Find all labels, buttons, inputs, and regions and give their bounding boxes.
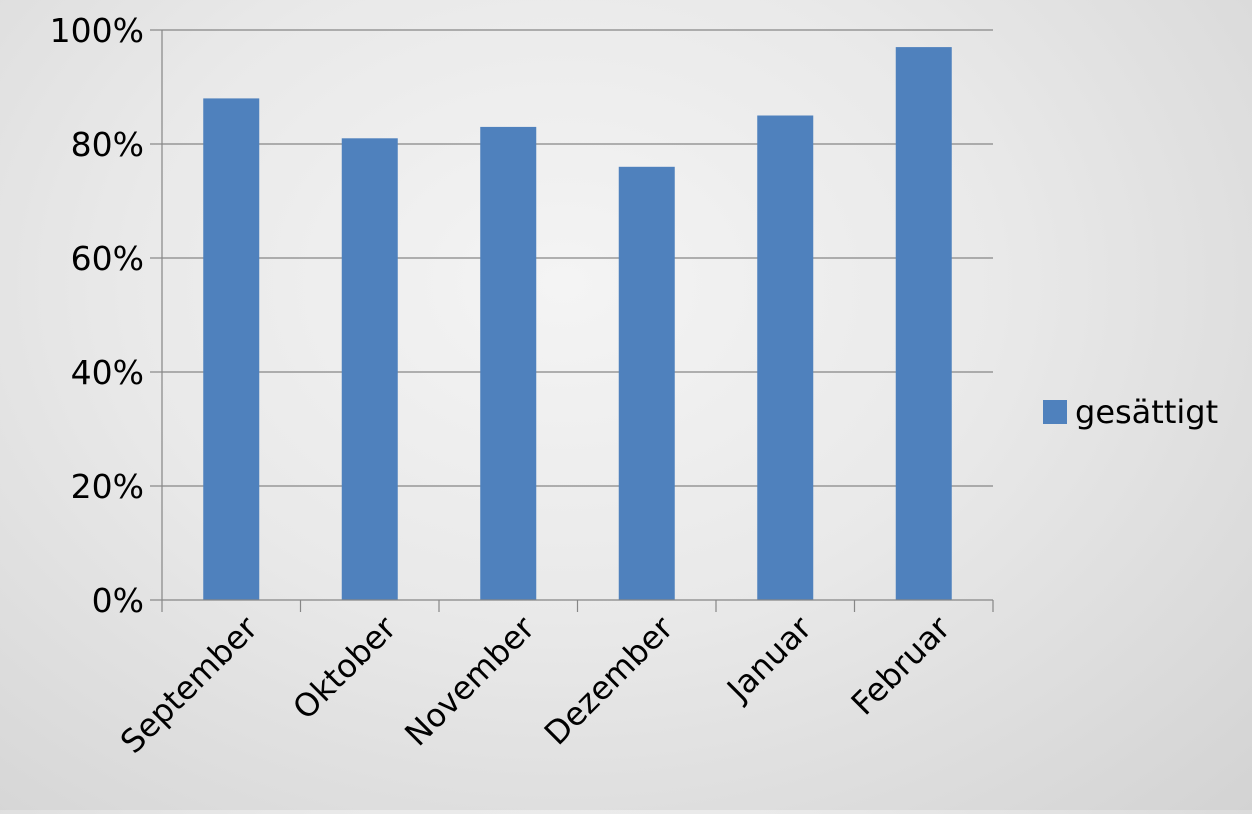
y-tick-label: 80% [71, 125, 144, 164]
gridlines [162, 29, 993, 487]
axes [150, 29, 994, 612]
legend: gesättigt [1043, 393, 1218, 431]
bar [757, 115, 814, 600]
x-tick-label: Dezember [537, 608, 681, 752]
y-tick-label: 0% [92, 581, 144, 620]
y-tick-label: 100% [50, 11, 144, 50]
bar [341, 138, 398, 601]
x-tick-label: Februar [844, 608, 958, 722]
x-tick-label: September [113, 608, 266, 761]
y-tick-label: 20% [71, 467, 144, 506]
bar [618, 166, 675, 601]
bars [203, 47, 952, 601]
x-tick-label: November [397, 608, 542, 753]
y-tick-label: 60% [71, 239, 144, 278]
legend-swatch [1043, 400, 1067, 424]
x-tick-label: Januar [718, 608, 819, 709]
bar [203, 98, 260, 601]
x-tick-label: Oktober [285, 608, 404, 727]
legend-label: gesättigt [1075, 393, 1218, 431]
y-tick-labels: 0% 20% 40% 60% 80% 100% [50, 11, 144, 620]
y-tick-label: 40% [71, 353, 144, 392]
bar [480, 126, 537, 601]
bar [895, 47, 952, 601]
